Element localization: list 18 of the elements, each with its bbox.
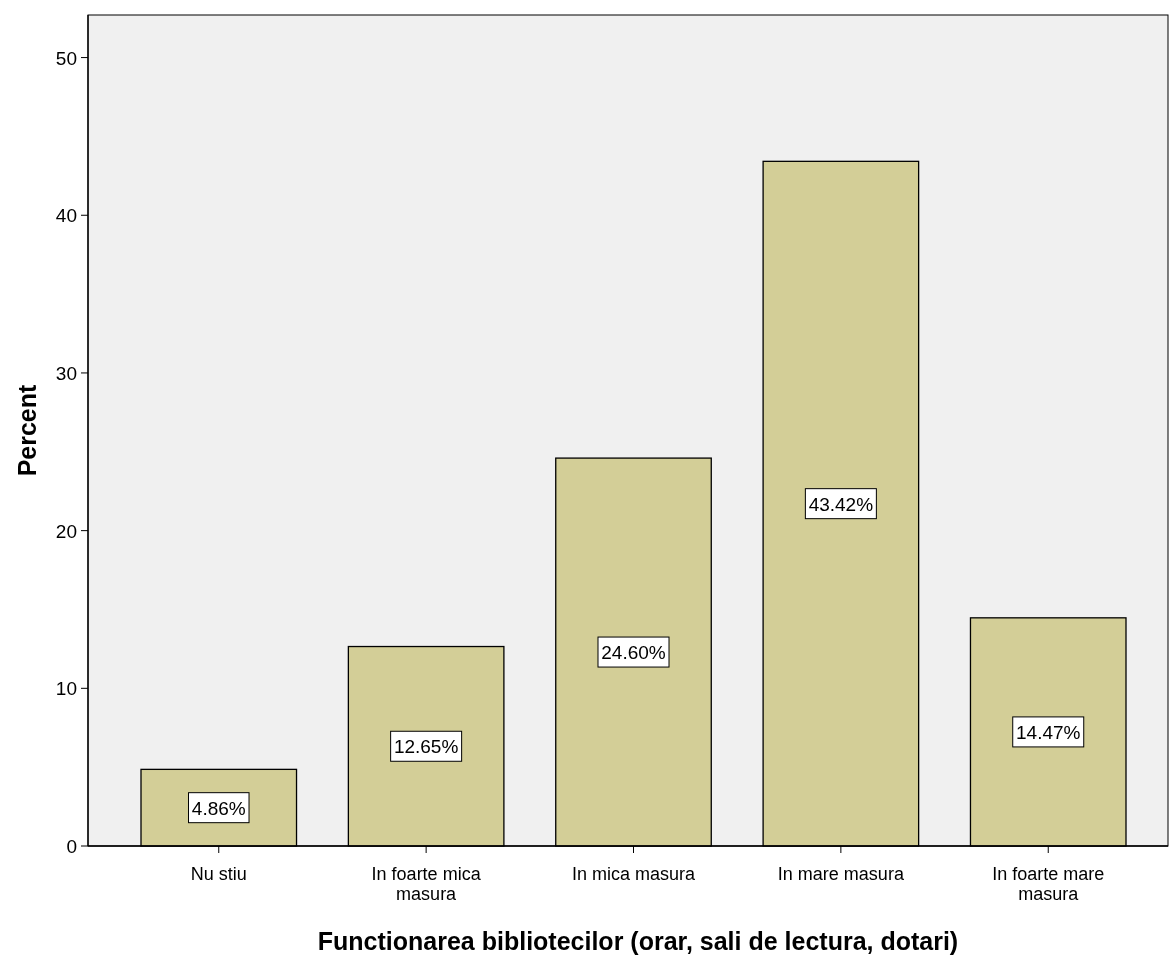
y-tick-label: 50 bbox=[55, 47, 77, 69]
x-tick-label: In foarte mare masura bbox=[992, 864, 1105, 904]
y-tick-label: 10 bbox=[55, 678, 77, 700]
y-tick-label: 30 bbox=[55, 362, 77, 384]
x-tick-label: In mica masura bbox=[571, 864, 696, 884]
data-label: 43.42% bbox=[808, 493, 874, 515]
data-label: 4.86% bbox=[191, 797, 246, 819]
x-tick-label: Nu stiu bbox=[190, 864, 247, 884]
x-axis-title: Functionarea bibliotecilor (orar, sali de lectura, dotari) bbox=[317, 927, 959, 955]
y-axis-title: Percent bbox=[13, 383, 41, 477]
y-tick-label: 20 bbox=[55, 520, 77, 542]
data-label: 24.60% bbox=[601, 642, 666, 664]
x-tick-label: In foarte mica masura bbox=[371, 864, 482, 904]
data-label: 14.47% bbox=[1016, 721, 1081, 743]
x-tick-label: In mare masura bbox=[777, 864, 905, 884]
y-tick-label: 0 bbox=[66, 836, 77, 857]
data-label: 12.65% bbox=[393, 736, 459, 758]
y-tick-label: 40 bbox=[55, 205, 77, 227]
